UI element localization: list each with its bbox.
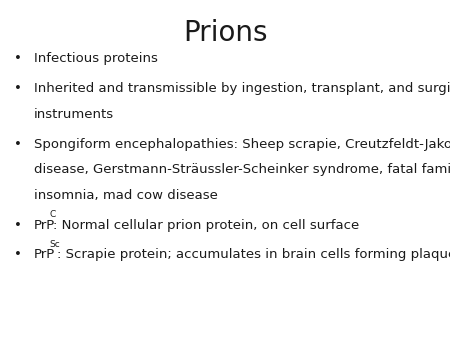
Text: •: • <box>14 248 22 261</box>
Text: instruments: instruments <box>34 108 114 121</box>
Text: : Normal cellular prion protein, on cell surface: : Normal cellular prion protein, on cell… <box>53 219 360 232</box>
Text: •: • <box>14 52 22 65</box>
Text: PrP: PrP <box>34 248 55 261</box>
Text: Spongiform encephalopathies: Sheep scrapie, Creutzfeldt-Jakob: Spongiform encephalopathies: Sheep scrap… <box>34 138 450 150</box>
Text: •: • <box>14 82 22 95</box>
Text: Prions: Prions <box>183 19 267 47</box>
Text: C: C <box>50 210 56 219</box>
Text: Inherited and transmissible by ingestion, transplant, and surgical: Inherited and transmissible by ingestion… <box>34 82 450 95</box>
Text: disease, Gerstmann-Sträussler-Scheinker syndrome, fatal familial: disease, Gerstmann-Sträussler-Scheinker … <box>34 163 450 176</box>
Text: : Scrapie protein; accumulates in brain cells forming plaques: : Scrapie protein; accumulates in brain … <box>57 248 450 261</box>
Text: •: • <box>14 138 22 150</box>
Text: •: • <box>14 219 22 232</box>
Text: insomnia, mad cow disease: insomnia, mad cow disease <box>34 189 218 202</box>
Text: Infectious proteins: Infectious proteins <box>34 52 158 65</box>
Text: PrP: PrP <box>34 219 55 232</box>
Text: Sc: Sc <box>50 240 60 249</box>
